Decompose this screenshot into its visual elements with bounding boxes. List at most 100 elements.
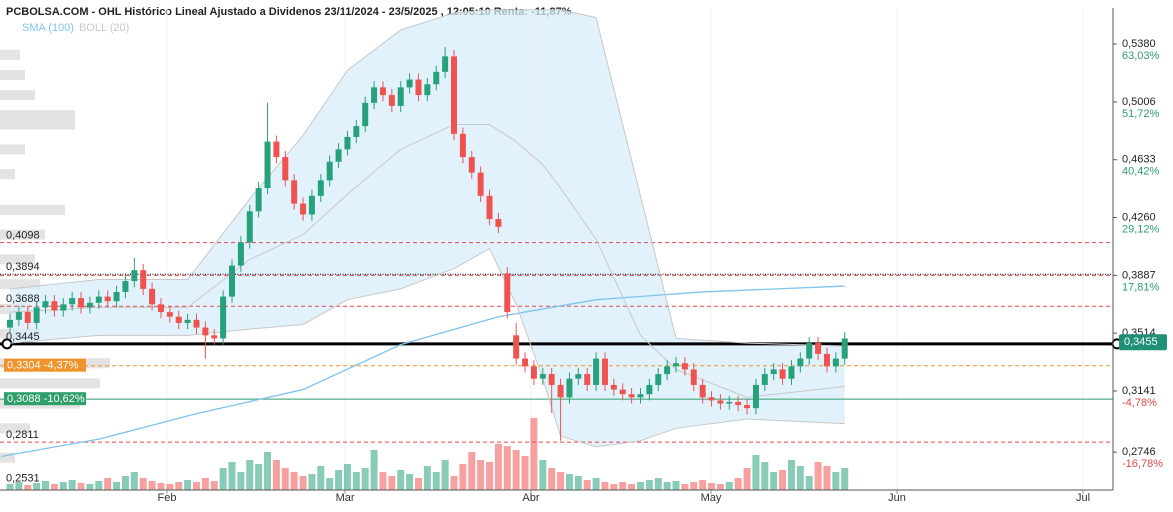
volume-bar: [272, 460, 280, 490]
volume-bar: [636, 482, 644, 490]
candle-body: [655, 374, 662, 385]
candle-body: [397, 87, 404, 106]
level-label: 0,3894: [6, 261, 40, 273]
candle-body: [149, 288, 156, 305]
candle-body: [211, 335, 218, 339]
indicator-line: [9, 247, 845, 448]
candle-body: [140, 270, 147, 289]
volume-bar: [486, 462, 494, 490]
volume-profile-bar: [0, 49, 20, 60]
candle-body: [193, 319, 200, 328]
candle-body: [60, 304, 67, 311]
candle-body: [229, 265, 236, 297]
level-label: 0,4098: [6, 230, 40, 242]
candle-body: [415, 79, 422, 96]
volume-bar: [601, 482, 609, 490]
volume-bar: [477, 460, 485, 490]
candle-body: [166, 312, 173, 317]
volume-bar: [619, 482, 627, 490]
candle-body: [628, 394, 635, 398]
candle-body: [539, 374, 546, 379]
candle-body: [566, 378, 573, 398]
volume-bar: [95, 481, 103, 490]
volume-bar: [779, 470, 787, 490]
level-handle: [1, 338, 13, 350]
candle-body: [326, 161, 333, 181]
volume-bar: [468, 452, 476, 490]
x-tick-label: May: [701, 492, 722, 504]
candle-body: [557, 384, 564, 398]
volume-bar: [343, 464, 351, 490]
volume-bar: [201, 478, 209, 490]
volume-bar: [77, 483, 85, 490]
volume-bar: [690, 482, 698, 490]
candle-body: [335, 149, 342, 162]
volume-bar: [326, 478, 334, 490]
level-label: 0,3304 -4,37%: [7, 360, 79, 372]
volume-profile-bar: [0, 169, 15, 180]
indicator-line: [1, 285, 845, 458]
volume-bar: [237, 472, 245, 490]
volume-bar: [86, 484, 94, 490]
volume-bar: [104, 478, 112, 490]
x-tick-label: Mar: [336, 492, 355, 504]
volume-bar: [68, 480, 76, 490]
candle-body: [459, 133, 466, 158]
candle-body: [584, 374, 591, 385]
volume-bar: [503, 446, 511, 490]
candle-body: [388, 95, 395, 106]
volume-bar: [681, 484, 689, 490]
candle-body: [113, 291, 120, 302]
candle-body: [681, 363, 688, 370]
y-tick-change: 17,81%: [1122, 281, 1160, 293]
volume-bar: [388, 476, 396, 490]
volume-bar: [494, 444, 502, 490]
volume-bar: [166, 484, 174, 490]
candle-body: [468, 157, 475, 173]
candle-body: [442, 56, 449, 72]
candle-body: [699, 384, 706, 398]
candle-body: [433, 71, 440, 85]
volume-profile-bar: [0, 378, 100, 389]
volume-bar: [725, 482, 733, 490]
volume-bar: [743, 468, 751, 490]
candle-body: [33, 307, 40, 323]
candle-body: [575, 374, 582, 379]
volume-bar: [379, 472, 387, 490]
candle-body: [522, 358, 529, 367]
volume-bar: [459, 464, 467, 490]
volume-bar: [805, 476, 813, 490]
volume-bar: [734, 478, 742, 490]
volume-bar: [335, 470, 343, 490]
volume-bar: [352, 472, 360, 490]
candle-body: [86, 302, 93, 308]
candle-body: [6, 319, 13, 328]
candle-body: [593, 358, 600, 385]
volume-profile-bar: [0, 254, 35, 265]
level-label: 0,2531: [6, 472, 40, 484]
volume-bar: [583, 480, 591, 490]
volume-bar: [796, 466, 804, 490]
y-tick-label: 0,5380: [1122, 38, 1156, 50]
volume-profile-bar: [0, 119, 75, 130]
y-tick-change: 51,72%: [1122, 108, 1160, 120]
volume-bar: [397, 470, 405, 490]
candle-body: [15, 312, 22, 320]
candle-body: [832, 358, 839, 367]
volume-bar: [210, 481, 218, 490]
candle-body: [637, 394, 644, 398]
last-price-box: [1119, 334, 1167, 351]
candle-body: [708, 397, 715, 401]
candle-body: [362, 102, 369, 127]
volume-bar: [130, 472, 138, 490]
volume-bar: [50, 484, 58, 490]
candle-body: [344, 136, 351, 150]
volume-bar: [264, 452, 272, 490]
volume-bar: [432, 472, 440, 490]
candle-body: [273, 141, 280, 158]
volume-bar: [565, 474, 573, 490]
volume-bar: [645, 480, 653, 490]
volume-bar: [414, 478, 422, 490]
y-tick-change: 40,42%: [1122, 166, 1160, 178]
